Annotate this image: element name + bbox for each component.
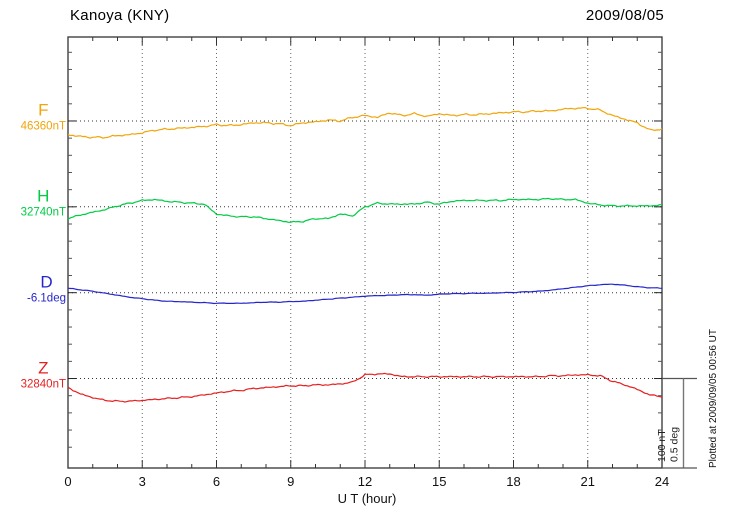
trace-d [67,283,663,305]
x-tick-label: 3 [138,474,146,489]
series-letter-z: Z [38,358,49,378]
plot-date: 2009/08/05 [585,7,664,24]
scale-label-nt: 100 nT [656,429,668,462]
series-label-h: H 32740nT [20,186,66,219]
series-letter-d: D [40,272,53,292]
series-reference-f: 46360nT [20,120,66,133]
scale-label-deg: 0.5 deg [668,426,681,462]
series-reference-d: -6.1deg [26,292,66,305]
series-letter-f: F [38,100,49,120]
x-tick-label: 12 [357,474,373,489]
series-label-d: D -6.1deg [26,272,66,305]
trace-z [67,372,663,403]
x-tick-label: 6 [212,474,221,489]
trace-f [67,107,663,139]
x-tick-label: 15 [432,474,447,489]
x-axis-title: U T (hour) [337,491,397,506]
scale-bar-labels: 100 nT 0.5 deg [656,392,681,462]
series-letter-h: H [37,186,50,206]
series-reference-h: 32740nT [20,206,66,219]
x-tick-label: 24 [654,474,670,489]
x-tick-label: 9 [287,474,295,489]
series-label-z: Z 32840nT [20,358,66,391]
station-title: Kanoya (KNY) [70,7,170,24]
x-tick-label: 18 [506,474,521,489]
series-label-f: F 46360nT [20,100,66,133]
series-reference-z: 32840nT [20,378,66,391]
trace-h [67,197,663,223]
plotted-at-note: Plotted at 2009/09/05 00:56 UT [708,329,719,468]
x-tick-label: 0 [64,474,72,489]
x-tick-label: 21 [580,474,595,489]
